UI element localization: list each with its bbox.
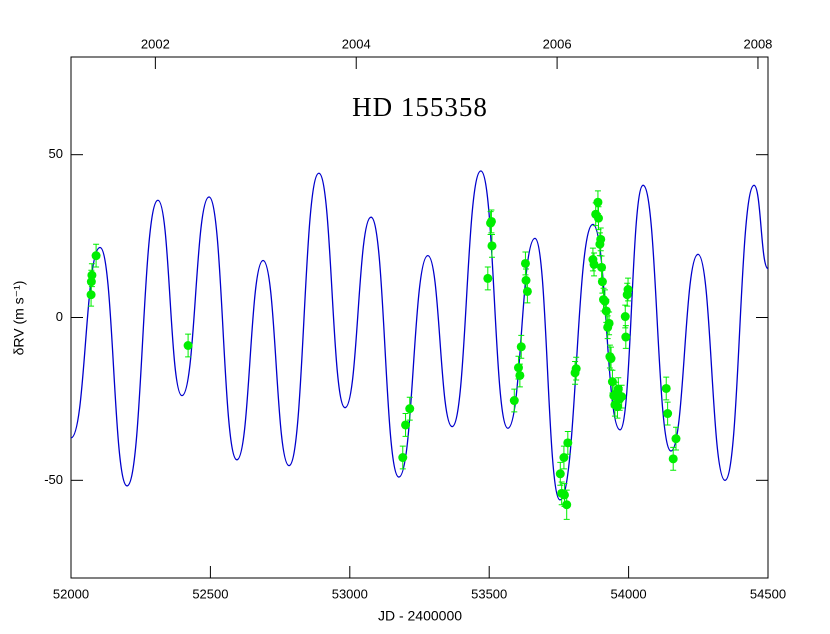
data-point	[604, 318, 614, 328]
y-axis-label: δRV (m s⁻¹)	[11, 281, 27, 356]
x2-tick-label: 2008	[743, 36, 772, 51]
data-point	[620, 312, 630, 322]
y-tick-label: 0	[56, 309, 63, 324]
x2-tick-label: 2002	[141, 36, 170, 51]
data-point	[562, 500, 572, 510]
x2-tick-label: 2006	[543, 36, 572, 51]
data-point	[593, 197, 603, 207]
data-point	[87, 270, 97, 280]
data-point	[559, 490, 569, 500]
data-point	[617, 392, 627, 402]
data-point	[522, 286, 532, 296]
data-point	[559, 453, 569, 463]
data-point	[486, 216, 496, 226]
data-point	[86, 290, 96, 300]
x-tick-label: 53500	[471, 586, 507, 601]
data-point	[661, 383, 671, 393]
data-point	[520, 258, 530, 268]
y-tick-label: -50	[44, 472, 63, 487]
data-point	[86, 277, 96, 287]
data-point	[589, 259, 599, 269]
chart-title: HD 155358	[352, 92, 488, 122]
data-point	[483, 273, 493, 283]
x-tick-label: 52500	[192, 586, 228, 601]
data-point	[555, 469, 565, 479]
data-point	[91, 251, 101, 261]
data-point	[183, 341, 193, 351]
data-point	[487, 241, 497, 251]
data-point	[515, 370, 525, 380]
x2-tick-label: 2004	[342, 36, 371, 51]
data-point	[398, 453, 408, 463]
data-point	[513, 363, 523, 373]
x-tick-label: 52000	[53, 586, 89, 601]
data-point	[405, 404, 415, 414]
data-point	[606, 354, 616, 364]
data-point	[613, 384, 623, 394]
data-point	[516, 342, 526, 352]
model-curve	[71, 170, 768, 501]
data-point	[621, 332, 631, 342]
x-tick-label: 53000	[332, 586, 368, 601]
data-point	[596, 234, 606, 244]
x-tick-label: 54000	[611, 586, 647, 601]
data-point	[597, 277, 607, 287]
plot-frame	[70, 56, 769, 579]
x-axis-label: JD - 2400000	[378, 608, 462, 624]
data-point	[593, 213, 603, 223]
data-point	[601, 306, 611, 316]
x-tick-label: 54500	[750, 586, 786, 601]
data-point	[623, 284, 633, 294]
data-point	[668, 454, 678, 464]
data-point	[401, 420, 411, 430]
data-point	[663, 409, 673, 419]
data-point	[563, 438, 573, 448]
data-point	[600, 296, 610, 306]
data-point	[509, 396, 519, 406]
data-point	[597, 262, 607, 272]
data-point	[571, 364, 581, 374]
data-point	[671, 434, 681, 444]
y-tick-label: 50	[49, 146, 63, 161]
